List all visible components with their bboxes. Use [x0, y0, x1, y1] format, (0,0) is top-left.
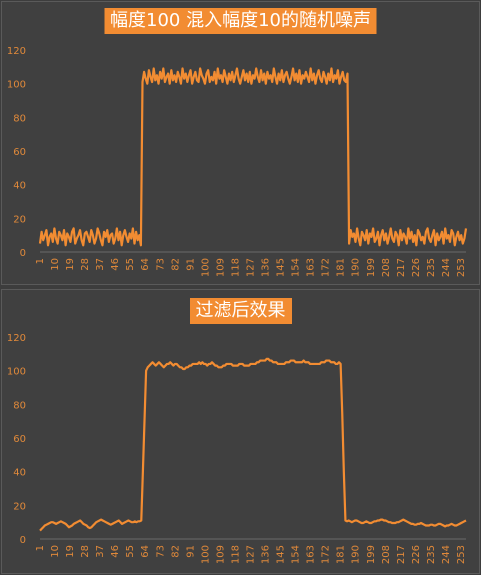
- x-tick-label: 73: [155, 258, 166, 271]
- y-tick-label: 80: [13, 400, 26, 411]
- x-tick-label: 172: [321, 258, 332, 277]
- x-tick-label: 19: [65, 258, 76, 271]
- y-tick-label: 100: [7, 367, 26, 378]
- y-tick-label: 0: [20, 535, 26, 546]
- x-tick-label: 91: [185, 258, 196, 271]
- x-tick-label: 217: [396, 258, 407, 277]
- x-tick-label: 73: [155, 545, 166, 558]
- x-tick-label: 118: [230, 545, 241, 564]
- chart-svg-raw: 0 20 40 60 80 100 120 1 10 19 28 37 46 55 64 73 82 91 100 1…: [7, 46, 468, 277]
- x-tick-label: 199: [366, 258, 377, 277]
- y-tick-label: 40: [13, 468, 26, 479]
- x-tick-label: 109: [215, 545, 226, 564]
- chart-title: 幅度100 混入幅度10的随机噪声: [104, 8, 377, 34]
- chart-panel-raw: 幅度100 混入幅度10的随机噪声 0 20 40 60 80 100 120 1 10 19 28…: [1, 1, 480, 285]
- x-tick-label: 46: [110, 258, 121, 271]
- x-tick-label: 28: [80, 258, 91, 271]
- x-tick-label: 172: [321, 545, 332, 564]
- y-tick-label: 120: [7, 333, 26, 344]
- x-tick-label: 208: [381, 545, 392, 564]
- x-tick-label: 235: [426, 258, 437, 277]
- x-tick-label: 10: [50, 258, 61, 271]
- y-tick-label: 80: [13, 113, 26, 124]
- x-tick-label: 118: [230, 258, 241, 277]
- x-tick-label: 100: [200, 545, 211, 564]
- x-tick-label: 226: [411, 545, 422, 564]
- x-tick-label: 145: [276, 258, 287, 277]
- x-tick-label: 55: [125, 258, 136, 271]
- series-line: [39, 357, 467, 532]
- x-tick-label: 82: [170, 545, 181, 558]
- x-tick-label: 163: [306, 545, 317, 564]
- x-tick-label: 100: [200, 258, 211, 277]
- y-tick-label: 0: [20, 248, 26, 259]
- x-tick-label: 226: [411, 258, 422, 277]
- x-tick-label: 64: [140, 545, 151, 558]
- x-tick-label: 136: [261, 545, 272, 564]
- x-tick-label: 1: [35, 545, 46, 551]
- x-tick-label: 28: [80, 545, 91, 558]
- y-tick-label: 60: [13, 434, 26, 445]
- x-tick-label: 10: [50, 545, 61, 558]
- chart-title: 过滤后效果: [189, 298, 292, 324]
- x-tick-label: 253: [456, 258, 467, 277]
- x-tick-label: 91: [185, 545, 196, 558]
- x-tick-label: 244: [441, 258, 452, 277]
- x-tick-label: 145: [276, 545, 287, 564]
- x-tick-label: 19: [65, 545, 76, 558]
- x-tick-label: 127: [245, 258, 256, 277]
- x-tick-label: 163: [306, 258, 317, 277]
- x-tick-label: 181: [336, 545, 347, 564]
- y-tick-label: 40: [13, 181, 26, 192]
- y-tick-label: 60: [13, 147, 26, 158]
- y-tick-label: 100: [7, 80, 26, 91]
- x-tick-label: 1: [35, 258, 46, 264]
- x-tick-label: 46: [110, 545, 121, 558]
- x-tick-label: 253: [456, 545, 467, 564]
- x-tick-label: 82: [170, 258, 181, 271]
- x-tick-label: 154: [291, 258, 302, 277]
- x-tick-label: 37: [95, 545, 106, 558]
- x-tick-label: 136: [261, 258, 272, 277]
- x-tick-label: 154: [291, 545, 302, 564]
- y-tick-label: 20: [13, 501, 26, 512]
- x-tick-label: 181: [336, 258, 347, 277]
- x-tick-label: 235: [426, 545, 437, 564]
- x-tick-label: 64: [140, 258, 151, 271]
- x-tick-label: 109: [215, 258, 226, 277]
- y-tick-label: 120: [7, 46, 26, 57]
- chart-panel-filtered: 过滤后效果 0 20 40 60 80 100 120 1 10 19 28 37 46 55 64 73 82…: [1, 289, 480, 574]
- y-tick-label: 20: [13, 214, 26, 225]
- x-tick-label: 127: [245, 545, 256, 564]
- x-tick-label: 208: [381, 258, 392, 277]
- x-tick-label: 190: [351, 258, 362, 277]
- x-tick-label: 190: [351, 545, 362, 564]
- x-tick-label: 55: [125, 545, 136, 558]
- chart-svg-filtered: 0 20 40 60 80 100 120 1 10 19 28 37 46 55 64 73 82 91 100 1…: [7, 333, 467, 564]
- series-line: [38, 67, 468, 247]
- x-tick-label: 244: [441, 545, 452, 564]
- x-tick-label: 217: [396, 545, 407, 564]
- x-tick-label: 37: [95, 258, 106, 271]
- x-tick-label: 199: [366, 545, 377, 564]
